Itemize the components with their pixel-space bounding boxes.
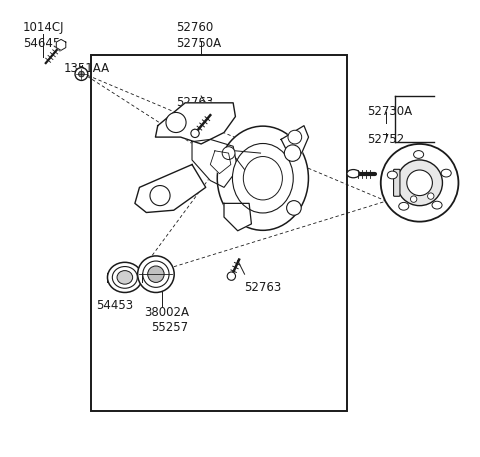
Ellipse shape [232,143,293,213]
Circle shape [150,186,170,206]
Circle shape [407,170,432,196]
Ellipse shape [243,157,282,200]
Polygon shape [224,203,252,231]
Text: 54453: 54453 [96,299,133,312]
Circle shape [75,68,88,80]
FancyBboxPatch shape [394,169,400,197]
Circle shape [428,193,434,199]
Circle shape [222,147,235,159]
Circle shape [191,129,199,138]
Bar [92,55,348,411]
Text: 52750A: 52750A [176,37,221,49]
Text: 52763: 52763 [176,96,213,109]
Text: 52760: 52760 [176,21,213,33]
Ellipse shape [112,266,137,288]
Text: 52763: 52763 [245,281,282,294]
Circle shape [148,266,164,282]
Circle shape [381,144,458,222]
Polygon shape [192,139,238,187]
Ellipse shape [108,262,142,292]
Text: 1351AA: 1351AA [64,62,110,74]
Ellipse shape [432,201,442,209]
Circle shape [288,130,302,144]
Ellipse shape [387,171,397,179]
Text: 54645: 54645 [23,37,60,49]
Polygon shape [56,39,66,50]
Circle shape [138,256,174,292]
Text: 55257: 55257 [151,321,188,334]
Polygon shape [210,151,231,174]
Ellipse shape [347,170,360,178]
Circle shape [143,261,169,287]
Polygon shape [135,165,206,213]
Text: 1014CJ: 1014CJ [23,21,64,33]
Circle shape [410,196,417,202]
Ellipse shape [117,271,132,284]
Text: 52730A: 52730A [367,105,412,118]
Circle shape [166,112,186,133]
Ellipse shape [414,151,424,159]
Polygon shape [156,103,235,144]
Circle shape [397,160,443,206]
Polygon shape [281,126,309,153]
Text: 38002A: 38002A [144,306,189,319]
Ellipse shape [399,202,409,210]
Text: 52752: 52752 [367,133,404,145]
Ellipse shape [217,126,309,230]
Circle shape [227,272,236,280]
Circle shape [287,201,301,215]
Circle shape [284,145,301,161]
Circle shape [79,71,84,77]
Ellipse shape [441,169,451,177]
